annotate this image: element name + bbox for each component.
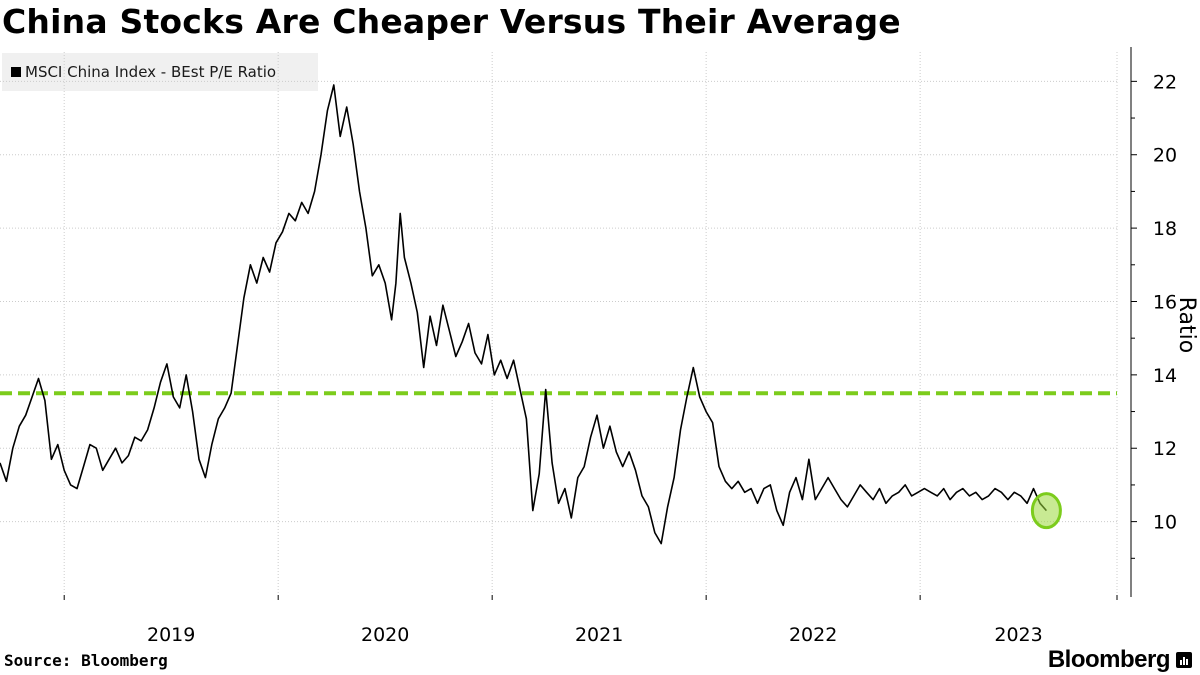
latest-value-highlight [1030,492,1062,530]
y-axis-ticks: 10 12 14 16 18 20 22 [1131,71,1177,559]
source-note: Source: Bloomberg [4,651,168,670]
x-tick-label: 2022 [789,624,837,646]
y-axis-label: Ratio [1174,297,1199,353]
y-tick-label: 20 [1153,145,1177,167]
legend-swatch [11,67,21,77]
x-tick-label: 2021 [575,624,623,646]
y-tick-label: 14 [1153,365,1177,387]
legend: MSCI China Index - BEst P/E Ratio [2,53,318,91]
y-tick-label: 16 [1153,291,1177,313]
bar-chart-icon [1176,652,1192,668]
brand-name: Bloomberg [1047,646,1171,673]
bloomberg-logo: Bloomberg [1048,646,1192,674]
y-tick-label: 10 [1153,512,1177,534]
x-tick-label: 2020 [361,624,409,646]
y-tick-label: 18 [1153,218,1177,240]
horizontal-gridlines [0,80,1117,523]
chart-title: China Stocks Are Cheaper Versus Their Av… [2,2,901,41]
y-tick-label: 22 [1153,71,1177,93]
y-tick-label: 12 [1153,438,1177,460]
series-line [0,84,1048,545]
vertical-gridlines [63,52,1118,600]
x-tick-label: 2019 [147,624,195,646]
x-tick-label: 2023 [994,624,1042,646]
x-axis-tick-labels: 2019 2020 2021 2022 2023 [147,624,1043,646]
legend-label: MSCI China Index - BEst P/E Ratio [25,63,277,81]
